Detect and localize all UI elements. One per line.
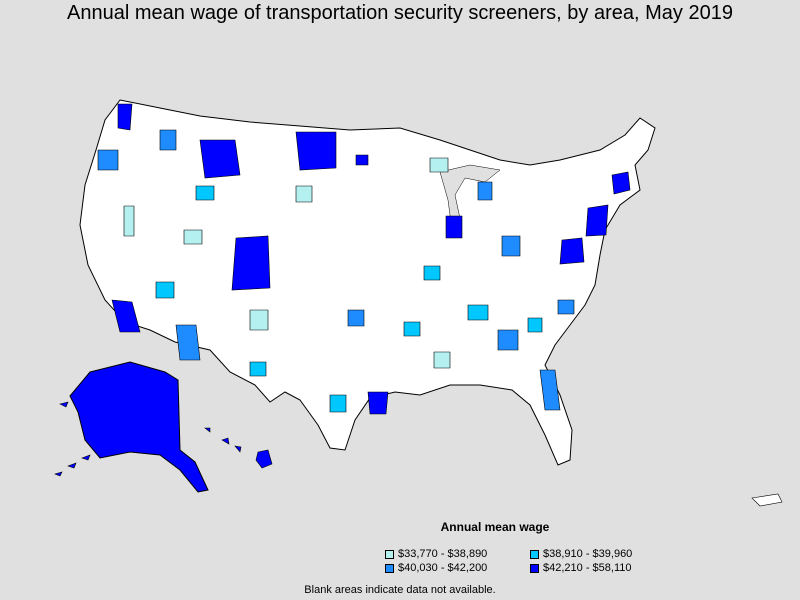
area-wyoming [195,185,215,201]
alaska [69,361,209,493]
area-ohio [501,235,521,257]
data-availability-note: Blank areas indicate data not available. [304,584,496,596]
area-mississippi [433,351,451,369]
great-lakes [439,164,501,231]
legend-label: $33,770 - $38,890 [398,548,488,560]
legend-swatch [530,563,539,573]
area-houston [367,391,389,415]
area-montana [199,139,241,179]
legend-item: $33,770 - $38,890 [385,548,530,560]
legend-item: $42,210 - $58,110 [530,562,665,574]
area-florida [539,369,561,411]
area-oklahoma [347,309,365,327]
area-washington-dc [559,237,585,265]
area-michigan [477,181,493,201]
area-seattle [117,103,133,131]
area-nevada [155,281,175,299]
aleutian-islands [54,401,91,477]
area-new-mexico [249,361,267,377]
area-north-carolina [557,299,575,315]
legend-title: Annual mean wage [440,520,550,534]
area-southern-california [111,299,141,333]
area-new-york [585,204,609,237]
area-kansas [423,265,441,281]
area-missouri [403,321,421,337]
area-texas-south [329,394,347,413]
area-arizona [175,324,201,361]
wage-areas [97,103,631,415]
legend-label: $38,910 - $39,960 [543,548,633,560]
legend-item: $38,910 - $39,960 [530,548,665,560]
area-utah [183,229,203,245]
puerto-rico [751,493,783,507]
legend-label: $40,030 - $42,200 [398,562,488,574]
area-chicago [445,215,463,239]
area-minnesota [355,154,369,166]
legend-swatch [385,563,394,573]
legend-label: $42,210 - $58,110 [543,562,632,574]
area-idaho [159,129,177,151]
legend-swatch [530,549,539,559]
area-south-carolina [527,317,543,333]
area-new-england [611,171,631,195]
area-atlanta [497,329,519,351]
map-title: Annual mean wage of transportation secur… [67,2,733,24]
area-wisconsin [429,157,449,173]
area-south-dakota [295,185,313,203]
hawaii [204,427,273,469]
area-west-texas [249,309,269,331]
area-oregon [97,149,119,171]
area-north-dakota [295,131,337,171]
area-washington-east [123,205,135,237]
area-denver [231,235,271,291]
area-tennessee [467,304,489,321]
legend-swatch [385,549,394,559]
map-legend: Annual mean wage $33,770 - $38,890 $38,9… [385,520,665,574]
legend-item: $40,030 - $42,200 [385,562,530,574]
